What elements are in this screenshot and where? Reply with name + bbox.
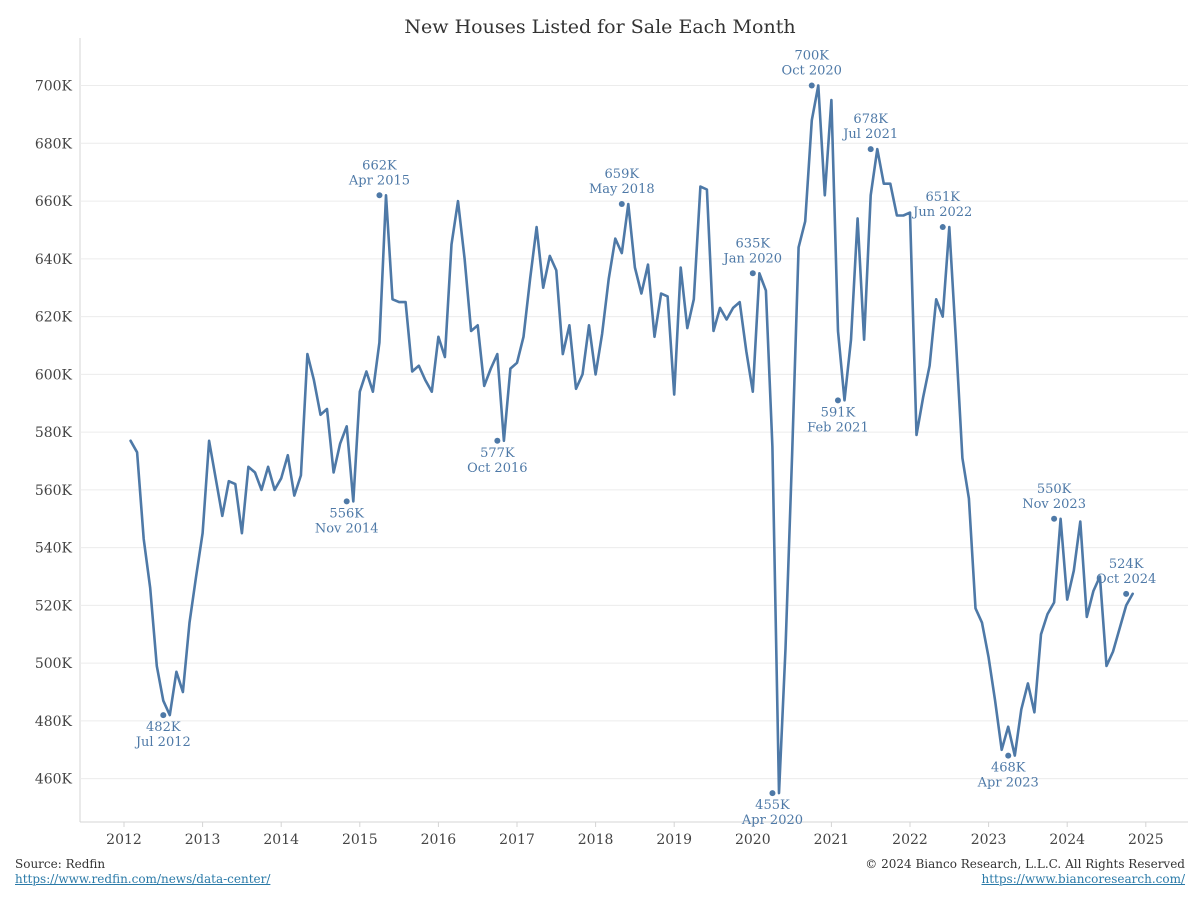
copyright-text: © 2024 Bianco Research, L.L.C. All Right… xyxy=(865,857,1185,871)
x-tick-label: 2018 xyxy=(578,832,614,848)
annotation-value-label: 577K xyxy=(480,446,515,461)
chart-title: New Houses Listed for Sale Each Month xyxy=(404,16,796,38)
annotation-date-label: Jul 2021 xyxy=(841,127,898,142)
annotation-point xyxy=(834,397,841,404)
annotation-date-label: Oct 2016 xyxy=(467,461,527,476)
y-tick-label: 660K xyxy=(35,194,73,210)
y-tick-label: 580K xyxy=(35,425,73,441)
annotation-value-label: 550K xyxy=(1037,482,1072,497)
annotation-value-label: 662K xyxy=(362,158,397,173)
annotation-value-label: 678K xyxy=(853,112,888,127)
annotation-point xyxy=(769,790,776,797)
annotation-point xyxy=(160,712,167,719)
y-tick-label: 520K xyxy=(35,598,73,614)
series-line xyxy=(129,84,1134,795)
annotation-point xyxy=(1123,590,1130,597)
y-tick-label: 500K xyxy=(35,656,73,672)
annotation-date-label: Nov 2023 xyxy=(1022,497,1086,512)
annotation-point xyxy=(618,200,625,207)
annotation-value-label: 635K xyxy=(736,236,771,251)
x-tick-label: 2017 xyxy=(499,832,535,848)
y-tick-label: 480K xyxy=(35,714,73,730)
x-tick-label: 2021 xyxy=(814,832,850,848)
annotation-point xyxy=(939,224,946,231)
x-tick-label: 2023 xyxy=(971,832,1007,848)
annotation-date-label: May 2018 xyxy=(589,182,655,197)
y-tick-label: 600K xyxy=(35,367,73,383)
x-tick-label: 2016 xyxy=(421,832,457,848)
x-tick-label: 2012 xyxy=(106,832,142,848)
footer-source: Source: Redfin https://www.redfin.com/ne… xyxy=(15,857,270,887)
annotation-date-label: Jul 2012 xyxy=(134,735,191,750)
annotation-value-label: 700K xyxy=(794,49,829,64)
x-tick-label: 2022 xyxy=(892,832,928,848)
y-tick-label: 540K xyxy=(35,541,73,557)
x-tick-label: 2013 xyxy=(185,832,221,848)
annotation-date-label: Nov 2014 xyxy=(315,521,379,536)
x-tick-label: 2020 xyxy=(735,832,771,848)
annotation-date-label: Apr 2023 xyxy=(977,776,1039,791)
annotation-date-label: Jan 2020 xyxy=(722,251,783,266)
y-tick-label: 460K xyxy=(35,772,73,788)
site-link[interactable]: https://www.biancoresearch.com/ xyxy=(981,872,1185,886)
annotation-date-label: Oct 2020 xyxy=(782,64,842,79)
source-link[interactable]: https://www.redfin.com/news/data-center/ xyxy=(15,872,271,886)
annotation-date-label: Apr 2015 xyxy=(348,173,410,188)
y-tick-label: 680K xyxy=(35,136,73,152)
y-tick-label: 700K xyxy=(35,79,73,95)
annotation-value-label: 468K xyxy=(991,761,1026,776)
annotation-date-label: Jun 2022 xyxy=(911,205,972,220)
annotation-point xyxy=(1051,515,1058,522)
annotation-date-label: Apr 2020 xyxy=(741,813,803,828)
annotation-date-label: Feb 2021 xyxy=(807,420,869,435)
x-tick-label: 2025 xyxy=(1128,832,1164,848)
x-tick-label: 2019 xyxy=(656,832,692,848)
annotation-point xyxy=(494,437,501,444)
x-tick-label: 2024 xyxy=(1049,832,1085,848)
annotation-point xyxy=(376,192,383,199)
annotation-value-label: 659K xyxy=(605,167,640,182)
x-tick-label: 2015 xyxy=(342,832,378,848)
annotation-value-label: 556K xyxy=(329,506,364,521)
annotation-point xyxy=(808,82,815,89)
x-tick-label: 2014 xyxy=(263,832,299,848)
annotation-point xyxy=(867,146,874,153)
annotation-value-label: 482K xyxy=(146,720,181,735)
annotation-point xyxy=(343,498,350,505)
source-text: Source: Redfin xyxy=(15,857,106,871)
annotation-value-label: 524K xyxy=(1109,557,1144,572)
y-tick-label: 640K xyxy=(35,252,73,268)
y-tick-label: 560K xyxy=(35,483,73,499)
annotation-date-label: Oct 2024 xyxy=(1096,572,1156,587)
annotation-value-label: 651K xyxy=(925,190,960,205)
annotation-value-label: 455K xyxy=(755,798,790,813)
footer-copyright: © 2024 Bianco Research, L.L.C. All Right… xyxy=(865,857,1185,887)
annotation-value-label: 591K xyxy=(821,405,856,420)
annotation-point xyxy=(749,270,756,277)
y-tick-label: 620K xyxy=(35,310,73,326)
annotation-point xyxy=(1005,752,1012,759)
